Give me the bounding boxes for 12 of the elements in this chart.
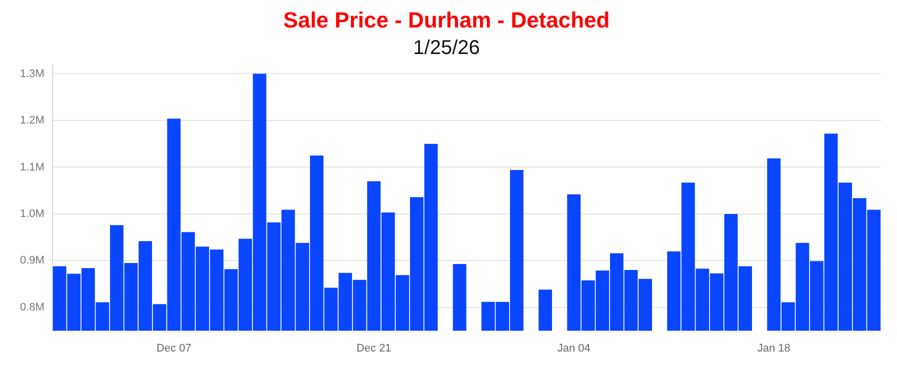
chart-subtitle: 1/25/26 — [413, 36, 480, 59]
y-tick-label: 1.2M — [20, 114, 44, 127]
x-tick-label: Dec 21 — [356, 342, 392, 354]
x-tick-label: Jan 04 — [557, 342, 590, 354]
y-tick-label: 1.1M — [20, 161, 44, 174]
y-tick-label: 1.3M — [20, 68, 44, 80]
y-tick-label: 0.9M — [20, 254, 44, 267]
x-tick-label: Jan 18 — [757, 342, 790, 354]
chart-title: Sale Price - Durham - Detached — [283, 7, 610, 32]
y-tick-label: 0.8M — [20, 301, 44, 314]
x-tick-label: Dec 07 — [156, 342, 192, 354]
y-tick-label: 1.0M — [20, 208, 44, 220]
